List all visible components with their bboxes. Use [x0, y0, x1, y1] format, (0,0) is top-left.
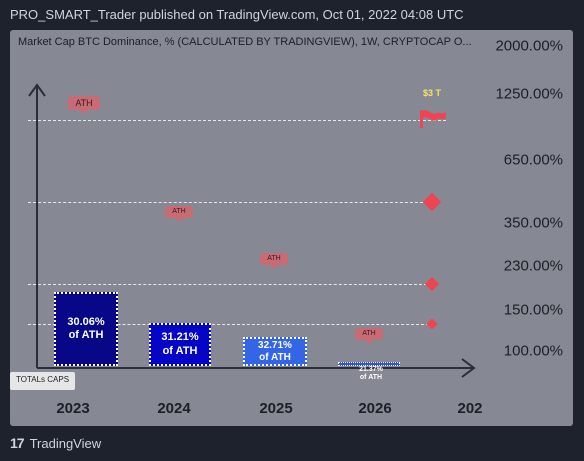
- chart-pane[interactable]: Market Cap BTC Dominance, % (CALCULATED …: [10, 30, 573, 426]
- bar-2023: 30.06% of ATH: [54, 292, 118, 366]
- bar-2025-of-ath: of ATH: [259, 351, 291, 363]
- target-line-4: [28, 324, 434, 325]
- bar-2026-label: 21.37% of ATH: [354, 366, 388, 381]
- x-tick-label: 2025: [259, 400, 293, 417]
- bar-2024: 31.21% of ATH: [149, 323, 211, 366]
- x-tick-label: 202: [457, 400, 483, 417]
- x-tick-label: 2023: [56, 400, 90, 417]
- axis-arrows: [28, 83, 476, 378]
- bar-2023-of-ath: of ATH: [68, 329, 104, 341]
- bar-2026-pct: 21.37%: [359, 366, 383, 373]
- ath-tag-2024: ATH: [165, 206, 193, 222]
- ath-tag-2025: ATH: [260, 253, 288, 269]
- y-tick-label: 1250.00%: [495, 85, 563, 103]
- y-tick-label: 650.00%: [503, 151, 563, 169]
- ath-tag-2026: ATH: [355, 328, 383, 344]
- publisher-header: PRO_SMART_Trader published on TradingVie…: [10, 7, 464, 22]
- x-tick-label: 2024: [157, 400, 191, 417]
- target-line-2: [28, 202, 428, 203]
- y-tick-label: 2000.00%: [495, 37, 563, 55]
- bar-2026: [338, 362, 400, 366]
- totals-caps-tag: TOTALs CAPS: [10, 372, 76, 390]
- y-tick-label: 350.00%: [503, 214, 563, 232]
- ath-tag-2023: ATH: [68, 96, 100, 114]
- bar-2024-pct: 31.21%: [161, 331, 199, 344]
- bar-2025: 32.71% of ATH: [243, 337, 307, 366]
- y-tick-label: 150.00%: [503, 301, 563, 319]
- target-label: $3 T: [422, 88, 442, 98]
- tradingview-logo-icon: 17: [10, 435, 25, 451]
- y-tick-label: 100.00%: [503, 342, 563, 360]
- flag-icon: [420, 110, 446, 128]
- y-tick-label: 230.00%: [503, 257, 563, 275]
- x-tick-label: 2026: [358, 400, 392, 417]
- target-line-3: [28, 284, 432, 285]
- bar-2025-pct: 32.71%: [258, 339, 292, 351]
- footer-branding: 17 TradingView: [10, 430, 101, 456]
- bar-2024-of-ath: of ATH: [162, 344, 198, 357]
- bar-2026-of-ath: of ATH: [359, 373, 383, 381]
- target-line-1: [28, 120, 446, 121]
- tradingview-brand-text: TradingView: [29, 435, 102, 451]
- bar-2023-pct: 30.06%: [67, 315, 105, 328]
